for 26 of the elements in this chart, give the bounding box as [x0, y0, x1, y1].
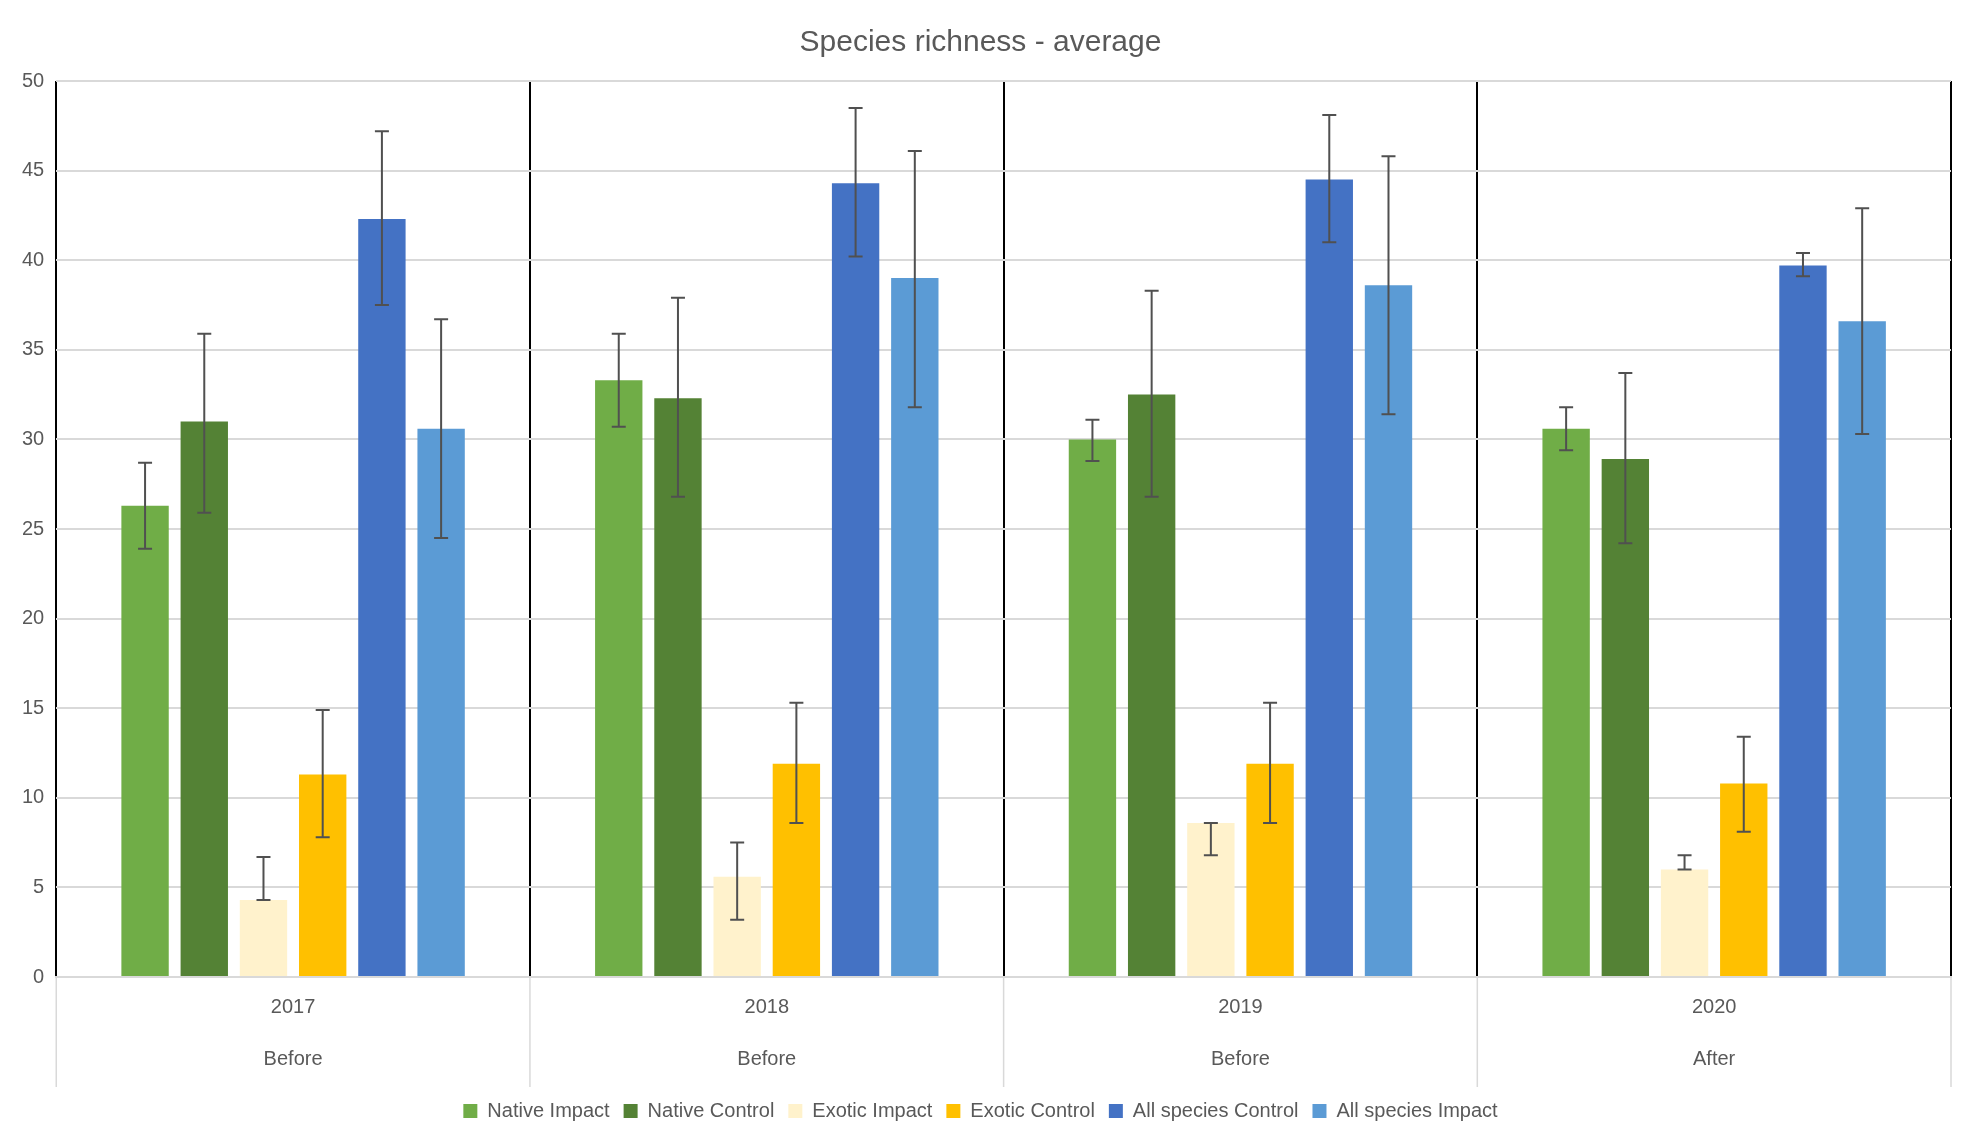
y-tick-label: 20 — [22, 606, 45, 629]
x-tick-label: 2020 — [1691, 994, 1737, 1017]
y-tick-label: 45 — [22, 158, 45, 181]
y-tick-label: 40 — [22, 247, 45, 270]
y-tick-label: 35 — [22, 337, 45, 360]
legend-label: All species Impact — [1336, 1098, 1499, 1121]
y-tick-label: 5 — [33, 874, 45, 897]
legend-label: Native Control — [647, 1098, 775, 1121]
y-tick-label: 25 — [22, 516, 45, 539]
x-tick-label: 2017 — [270, 994, 316, 1017]
legend-label: Exotic Control — [970, 1098, 1095, 1121]
text: Before — [263, 1046, 323, 1069]
y-tick-label: 15 — [22, 695, 45, 718]
legend-label: Native Impact — [487, 1098, 611, 1121]
y-tick-label: 10 — [22, 785, 45, 808]
y-tick-label: 50 — [22, 68, 45, 91]
legend-label: All species Control — [1132, 1098, 1299, 1121]
text: After — [1693, 1046, 1736, 1069]
y-tick-label: 0 — [33, 964, 45, 987]
text: Before — [1211, 1046, 1270, 1069]
y-tick-label: 30 — [22, 426, 45, 449]
text: Before — [737, 1046, 797, 1069]
chart-title: Species richness - average — [799, 24, 1162, 58]
legend-label: Exotic Impact — [812, 1098, 933, 1121]
x-tick-label: 2018 — [744, 994, 790, 1017]
x-tick-label: 2019 — [1218, 994, 1263, 1017]
